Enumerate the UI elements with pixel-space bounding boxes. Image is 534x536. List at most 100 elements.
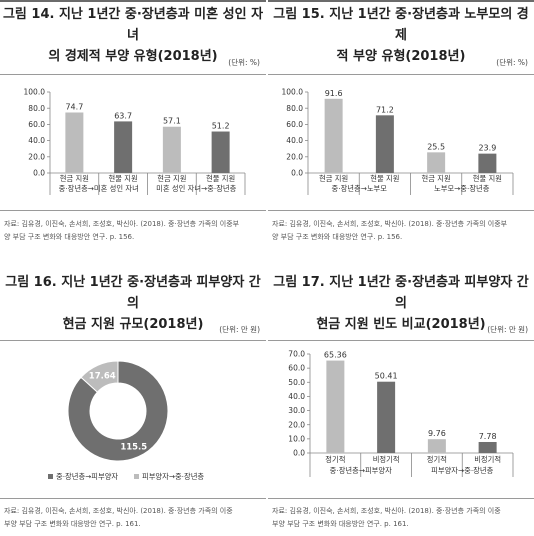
y-tick-label: 60.0 [28,120,45,129]
category-label: 현금 지원 [157,174,186,183]
category-label: 정기적 [427,455,447,464]
plot-bottom-rule [268,210,534,211]
figure-title: 그림 14. 지난 1년간 중·장년층과 미혼 성인 자녀 의 경제적 부양 유… [0,4,266,67]
category-label: 정기적 [325,455,345,464]
source-line-2: 부양 부담 구조 변화와 대응방안 연구. p. 161. [4,520,141,528]
slice-value-label: 115.5 [120,443,147,453]
chart-16: 17.64 115.5 중·장년층→피부양자 피부양자→중·장년층 [48,360,204,481]
y-tick-label: 20.0 [288,420,305,429]
title-line-1: 그림 16. 지난 1년간 중·장년층과 피부양자 간의 [5,275,261,311]
plot-top-rule [268,340,534,341]
legend-label: 중·장년층→피부양자 [56,472,118,481]
bar-value-label: 91.6 [325,89,343,98]
plot-top-rule [0,74,266,75]
y-tick-label: 0.0 [293,449,305,458]
source-line-1: 자료: 김유경, 이진숙, 손서희, 조성호, 박신아. (2018). 중·장… [272,220,508,228]
source-note: 자료: 김유경, 이진숙, 손서희, 조성호, 박신아. (2018). 중·장… [4,218,239,244]
bar-value-label: 7.78 [479,432,497,441]
category-label: 현금 지원 [319,174,348,183]
y-tick-label: 70.0 [288,350,305,359]
title-rule [0,0,266,2]
title-line-2: 현금 지원 규모(2018년) [62,317,204,332]
y-tick-label: 100.0 [282,88,304,97]
bar-value-label: 63.7 [114,111,132,120]
legend-swatch [134,474,139,479]
figure-title: 그림 16. 지난 1년간 중·장년층과 피부양자 간의 현금 지원 규모(20… [0,272,266,335]
legend-label: 피부양자→중·장년층 [142,472,204,481]
bar-value-label: 23.9 [478,144,496,153]
source-note: 자료: 김유경, 이진숙, 손서희, 조성호, 박신아. (2018). 중·장… [272,218,507,244]
source-line-1: 자료: 김유경, 이진숙, 손서희, 조성호, 박신아. (2018). 중·장… [4,220,240,228]
figure-15: 그림 15. 지난 1년간 중·장년층과 노부모의 경제 적 부양 유형(201… [268,0,534,268]
pie-slice [67,360,169,462]
source-note: 자료: 김유경, 이진숙, 손서희, 조성호, 박신아. (2018). 중·장… [4,505,233,531]
y-tick-label: 60.0 [286,120,303,129]
y-tick-label: 30.0 [288,406,305,415]
unit-label: (단위: 만 원) [487,325,528,334]
source-line-2: 양 부담 구조 변화와 대응방안 연구. p. 156. [4,233,135,241]
bar-value-label: 74.7 [65,102,83,111]
category-label: 현금 지원 [422,174,451,183]
bar [377,381,396,453]
chart-17: 0.0 10.0 20.0 30.0 40.0 50.0 60.0 70.0 65.36 정기적 5… [288,350,514,477]
figure-title: 그림 15. 지난 1년간 중·장년층과 노부모의 경제 적 부양 유형(201… [268,4,534,67]
plot-top-rule [268,74,534,75]
group-label: 중·장년층→피부양자 [330,466,392,475]
slice-value-label: 17.64 [89,371,116,381]
unit-label: (단위: 만 원) [219,325,260,334]
bar [375,115,394,173]
bar [427,439,446,453]
plot-bottom-rule [268,498,534,499]
category-label: 현물 지원 [206,174,235,183]
bar [65,112,84,173]
bar [478,153,497,173]
source-line-2: 부양 부담 구조 변화와 대응방안 연구. p. 161. [272,520,409,528]
plot-bottom-rule [0,210,266,211]
chart-15: 0.0 20.0 40.0 60.0 80.0 100.0 91.6 현금 지원 71.2 현물 … [282,88,514,195]
group-label: 피부양자→중·장년층 [431,466,493,475]
y-tick-label: 40.0 [288,392,305,401]
y-tick-label: 50.0 [288,378,305,387]
category-label: 현금 지원 [60,174,89,183]
category-label: 현물 지원 [473,174,502,183]
category-label: 비정기적 [474,455,501,464]
group-label: 중·장년층→노부모 [332,184,388,193]
bar-value-label: 65.36 [324,351,347,360]
y-tick-label: 60.0 [288,364,305,373]
bar [326,360,345,453]
source-line-1: 자료: 김유경, 이진숙, 손서희, 조성호, 박신아. (2018). 중·장… [272,507,501,515]
title-line-2: 의 경제적 부양 유형(2018년) [48,49,218,64]
bar-value-label: 50.41 [375,372,398,381]
group-label: 미혼 성인 자녀→중·장년층 [156,184,236,193]
title-line-2: 적 부양 유형(2018년) [336,49,466,64]
bar-value-label: 9.76 [428,429,446,438]
bar [162,126,181,173]
y-tick-label: 80.0 [286,104,303,113]
y-tick-label: 20.0 [28,152,45,161]
bar [114,121,133,173]
unit-label: (단위: %) [496,58,528,67]
y-tick-label: 80.0 [28,104,45,113]
figure-16: 그림 16. 지난 1년간 중·장년층과 피부양자 간의 현금 지원 규모(20… [0,268,266,536]
y-tick-label: 20.0 [286,152,303,161]
figure-14: 그림 14. 지난 1년간 중·장년층과 미혼 성인 자녀 의 경제적 부양 유… [0,0,266,268]
title-rule [268,0,534,2]
group-label: 노부모→중·장년층 [434,184,490,193]
figure-title: 그림 17. 지난 1년간 중·장년층과 피부양자 간의 현금 지원 빈도 비교… [268,272,534,335]
y-tick-label: 10.0 [288,434,305,443]
bar-value-label: 57.1 [163,117,181,126]
bar [478,441,497,453]
chart-14: 0.0 20.0 40.0 60.0 80.0 100.0 74.7 현금 지원 63.7 현물 … [24,88,246,195]
category-label: 현물 지원 [370,174,399,183]
title-line-1: 그림 15. 지난 1년간 중·장년층과 노부모의 경제 [273,7,529,43]
source-note: 자료: 김유경, 이진숙, 손서희, 조성호, 박신아. (2018). 중·장… [272,505,501,531]
figure-17: 그림 17. 지난 1년간 중·장년층과 피부양자 간의 현금 지원 빈도 비교… [268,268,534,536]
y-tick-label: 40.0 [28,136,45,145]
category-label: 비정기적 [373,455,400,464]
plot-top-rule [0,340,266,341]
y-tick-label: 100.0 [24,88,46,97]
bar-value-label: 51.2 [212,122,230,131]
source-line-2: 양 부담 구조 변화와 대응방안 연구. p. 156. [272,233,403,241]
bar [427,152,446,173]
bar [211,131,230,173]
